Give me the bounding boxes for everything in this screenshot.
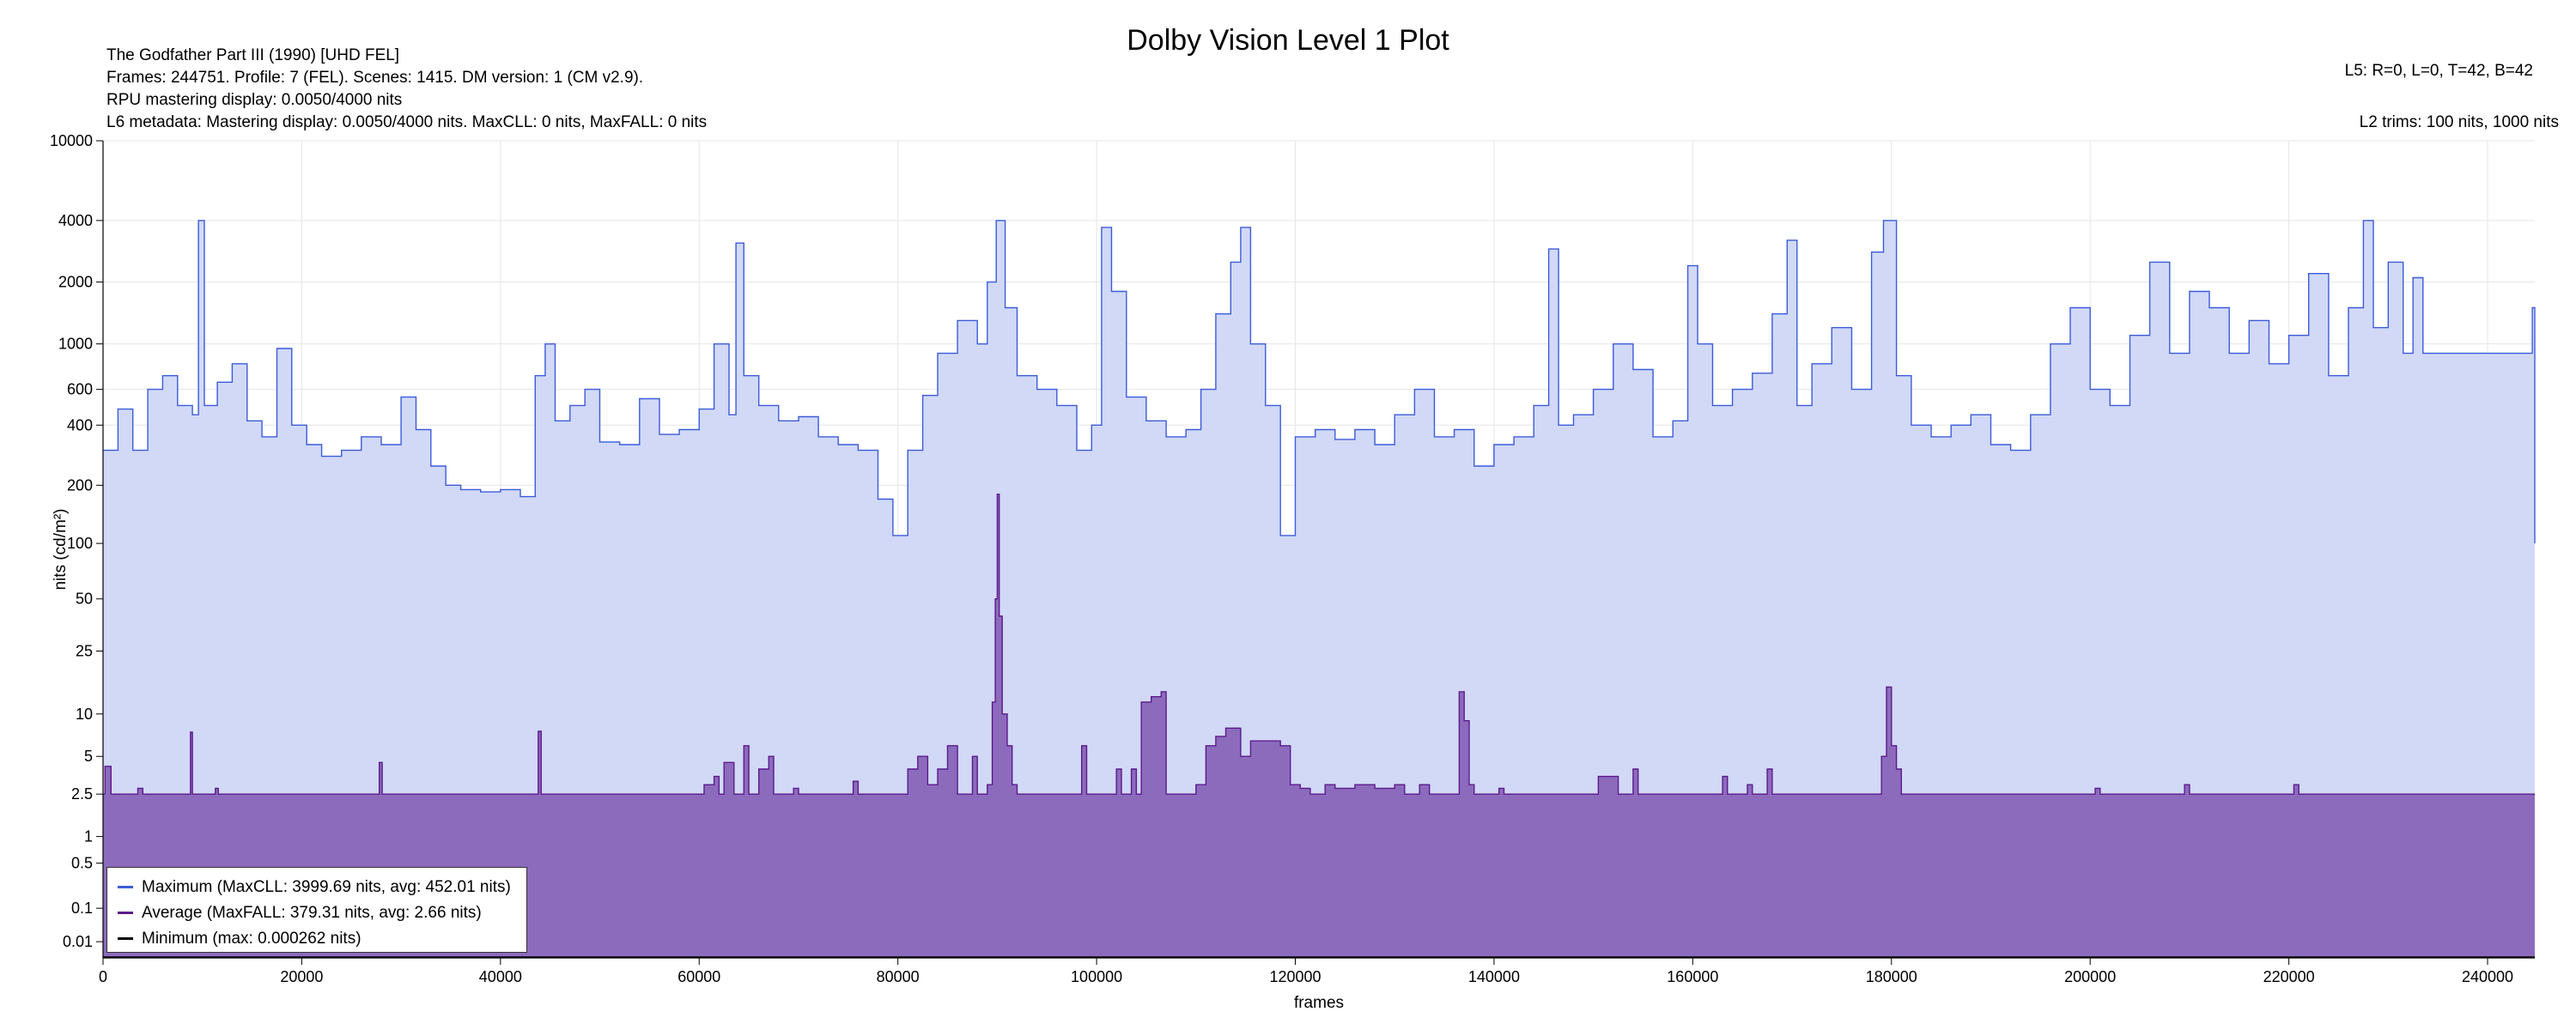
l5-metadata-text: L5: R=0, L=0, T=42, B=42 bbox=[2344, 62, 2533, 80]
x-tick-label: 80000 bbox=[877, 968, 920, 985]
series-average-fill bbox=[103, 494, 2535, 958]
y-tick-label: 600 bbox=[67, 381, 93, 398]
info-line-l6: L6 metadata: Mastering display: 0.0050/4… bbox=[106, 113, 708, 131]
x-tick-label: 160000 bbox=[1667, 968, 1718, 985]
y-tick-label: 2000 bbox=[58, 274, 93, 291]
y-tick-label: 200 bbox=[67, 476, 93, 494]
y-tick-label: 1 bbox=[84, 828, 93, 845]
info-line-title: The Godfather Part III (1990) [UHD FEL] bbox=[106, 46, 400, 64]
x-tick-label: 220000 bbox=[2263, 968, 2315, 985]
series-maximum-fill bbox=[103, 220, 2535, 958]
x-tick-label: 0 bbox=[99, 968, 107, 985]
x-axis-title: frames bbox=[1294, 994, 1344, 1012]
y-tick-label: 10 bbox=[76, 706, 93, 723]
legend: Maximum (MaxCLL: 3999.69 nits, avg: 452.… bbox=[106, 867, 527, 953]
info-line-frames: Frames: 244751. Profile: 7 (FEL). Scenes… bbox=[106, 69, 644, 87]
info-line-rpu: RPU mastering display: 0.0050/4000 nits bbox=[106, 91, 403, 109]
x-tick-label: 180000 bbox=[1866, 968, 1917, 985]
y-tick-label: 50 bbox=[76, 591, 93, 608]
legend-item-average: Average (MaxFALL: 379.31 nits, avg: 2.66… bbox=[118, 900, 482, 926]
l2-trims-text: L2 trims: 100 nits, 1000 nits bbox=[2359, 113, 2559, 131]
y-tick-label: 2.5 bbox=[71, 785, 93, 803]
legend-swatch-average bbox=[118, 912, 133, 915]
x-tick-label: 120000 bbox=[1269, 968, 1321, 985]
x-tick-label: 100000 bbox=[1071, 968, 1122, 985]
legend-swatch-minimum bbox=[118, 937, 133, 941]
legend-item-maximum: Maximum (MaxCLL: 3999.69 nits, avg: 452.… bbox=[118, 875, 511, 900]
y-tick-label: 5 bbox=[84, 748, 93, 765]
legend-label-average: Average (MaxFALL: 379.31 nits, avg: 2.66… bbox=[142, 904, 482, 922]
y-axis-title: nits (cd/m²) bbox=[52, 509, 70, 591]
legend-swatch-maximum bbox=[118, 886, 133, 889]
legend-label-minimum: Minimum (max: 0.000262 nits) bbox=[142, 930, 361, 948]
chart-title: Dolby Vision Level 1 Plot bbox=[1127, 24, 1449, 57]
legend-label-maximum: Maximum (MaxCLL: 3999.69 nits, avg: 452.… bbox=[142, 878, 511, 896]
y-tick-label: 1000 bbox=[58, 336, 93, 353]
y-tick-label: 100 bbox=[67, 535, 93, 552]
x-tick-label: 20000 bbox=[280, 968, 323, 985]
legend-item-minimum: Minimum (max: 0.000262 nits) bbox=[118, 926, 361, 952]
y-tick-label: 400 bbox=[67, 416, 93, 433]
y-tick-label: 25 bbox=[76, 643, 93, 660]
series-maximum-line bbox=[103, 220, 2536, 544]
x-tick-label: 140000 bbox=[1468, 968, 1520, 985]
y-tick-label: 4000 bbox=[58, 212, 93, 229]
x-tick-label: 40000 bbox=[479, 968, 522, 985]
y-tick-label: 0.5 bbox=[71, 855, 93, 872]
axes: 0 20000 40000 60000 80000 100000 120000 140000 1… bbox=[50, 132, 2535, 985]
x-tick-label: 200000 bbox=[2064, 968, 2116, 985]
series-layer bbox=[103, 220, 2536, 959]
y-tick-label: 0.1 bbox=[71, 900, 93, 917]
y-tick-label: 10000 bbox=[50, 132, 93, 149]
x-tick-label: 240000 bbox=[2462, 968, 2513, 985]
x-tick-label: 60000 bbox=[677, 968, 720, 985]
y-tick-label: 0.01 bbox=[63, 933, 93, 950]
series-average-line bbox=[103, 494, 2535, 795]
